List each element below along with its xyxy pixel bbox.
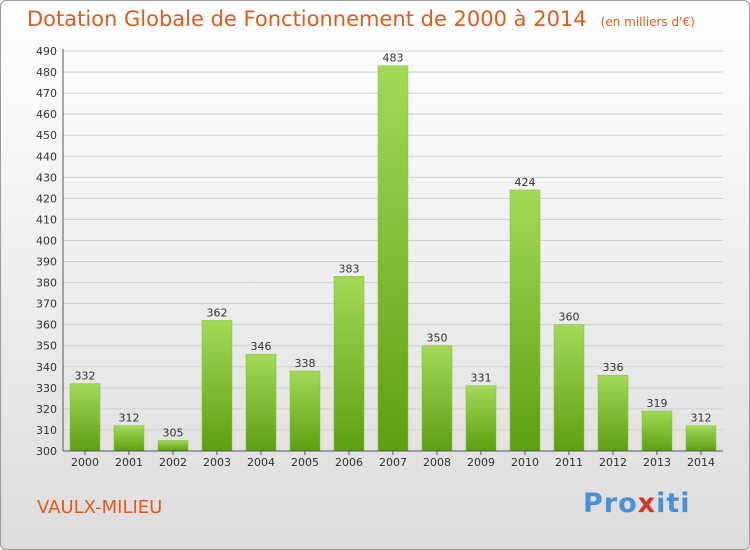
- logo-part-iti: iti: [656, 488, 691, 519]
- data-label: 383: [339, 262, 360, 275]
- bar: [685, 425, 717, 452]
- x-tick-label: 2001: [115, 456, 143, 469]
- data-label: 319: [647, 397, 668, 410]
- x-tick-label: 2002: [159, 456, 187, 469]
- y-tick-label: 370: [36, 298, 57, 311]
- data-label: 424: [515, 176, 536, 189]
- bar: [377, 65, 409, 452]
- x-tick-label: 2006: [335, 456, 363, 469]
- x-tick-label: 2009: [467, 456, 495, 469]
- y-tick-label: 350: [36, 340, 57, 353]
- bar: [157, 440, 189, 452]
- y-tick-label: 480: [36, 66, 57, 79]
- title-text: Dotation Globale de Fonctionnement de 20…: [27, 7, 587, 31]
- y-tick-label: 450: [36, 129, 57, 142]
- bar: [597, 374, 629, 452]
- data-label: 305: [163, 426, 184, 439]
- data-label: 312: [691, 412, 712, 425]
- y-tick-label: 330: [36, 382, 57, 395]
- y-tick-label: 300: [36, 445, 57, 458]
- data-label: 331: [471, 372, 492, 385]
- x-tick-label: 2010: [511, 456, 539, 469]
- y-tick-label: 470: [36, 87, 57, 100]
- y-tick-label: 310: [36, 424, 57, 437]
- x-tick-label: 2008: [423, 456, 451, 469]
- commune-name: VAULX-MILIEU: [37, 497, 163, 518]
- bars: 332 312 305 362 346 338 383 483 350 331 424 360 336 3…: [69, 52, 717, 452]
- y-tick-label: 400: [36, 234, 57, 247]
- x-tick-label: 2013: [643, 456, 671, 469]
- logo-part-pro: Pro: [583, 488, 638, 519]
- bar: [465, 385, 497, 452]
- x-tick-label: 2004: [247, 456, 275, 469]
- proxiti-logo: Proxiti: [583, 488, 691, 519]
- x-tick-label: 2011: [555, 456, 583, 469]
- data-label: 346: [251, 340, 272, 353]
- y-tick-label: 490: [36, 45, 57, 58]
- bar: [509, 189, 541, 452]
- data-label: 332: [75, 370, 96, 383]
- data-label: 338: [295, 357, 316, 370]
- x-tick-label: 2012: [599, 456, 627, 469]
- bar: [69, 383, 101, 452]
- bar: [641, 410, 673, 452]
- axes: 300 310 320 330 340 350 360 370 380 390 400 410 420 4…: [36, 45, 723, 469]
- bar: [421, 345, 453, 452]
- bar: [553, 324, 585, 452]
- y-tick-label: 380: [36, 277, 57, 290]
- chart-title: Dotation Globale de Fonctionnement de 20…: [27, 7, 695, 31]
- x-tick-label: 2003: [203, 456, 231, 469]
- data-label: 360: [559, 311, 580, 324]
- bar: [245, 353, 277, 452]
- x-tick-label: 2000: [71, 456, 99, 469]
- bar: [201, 320, 233, 452]
- data-label: 362: [207, 306, 228, 319]
- y-tick-label: 440: [36, 150, 57, 163]
- y-tick-label: 360: [36, 319, 57, 332]
- y-tick-label: 340: [36, 361, 57, 374]
- data-label: 350: [427, 332, 448, 345]
- x-tick-label: 2005: [291, 456, 319, 469]
- logo-part-x: x: [637, 488, 657, 519]
- data-label: 312: [119, 412, 140, 425]
- x-tick-label: 2014: [687, 456, 715, 469]
- title-unit: (en milliers d'€): [600, 15, 695, 29]
- y-tick-label: 410: [36, 213, 57, 226]
- y-tick-label: 460: [36, 108, 57, 121]
- data-label: 336: [603, 361, 624, 374]
- y-tick-label: 320: [36, 403, 57, 416]
- y-tick-label: 420: [36, 192, 57, 205]
- bar: [289, 370, 321, 452]
- data-label: 483: [383, 52, 404, 65]
- bar: [113, 425, 145, 452]
- y-tick-label: 430: [36, 171, 57, 184]
- y-tick-label: 390: [36, 256, 57, 269]
- bar: [333, 276, 365, 452]
- x-tick-label: 2007: [379, 456, 407, 469]
